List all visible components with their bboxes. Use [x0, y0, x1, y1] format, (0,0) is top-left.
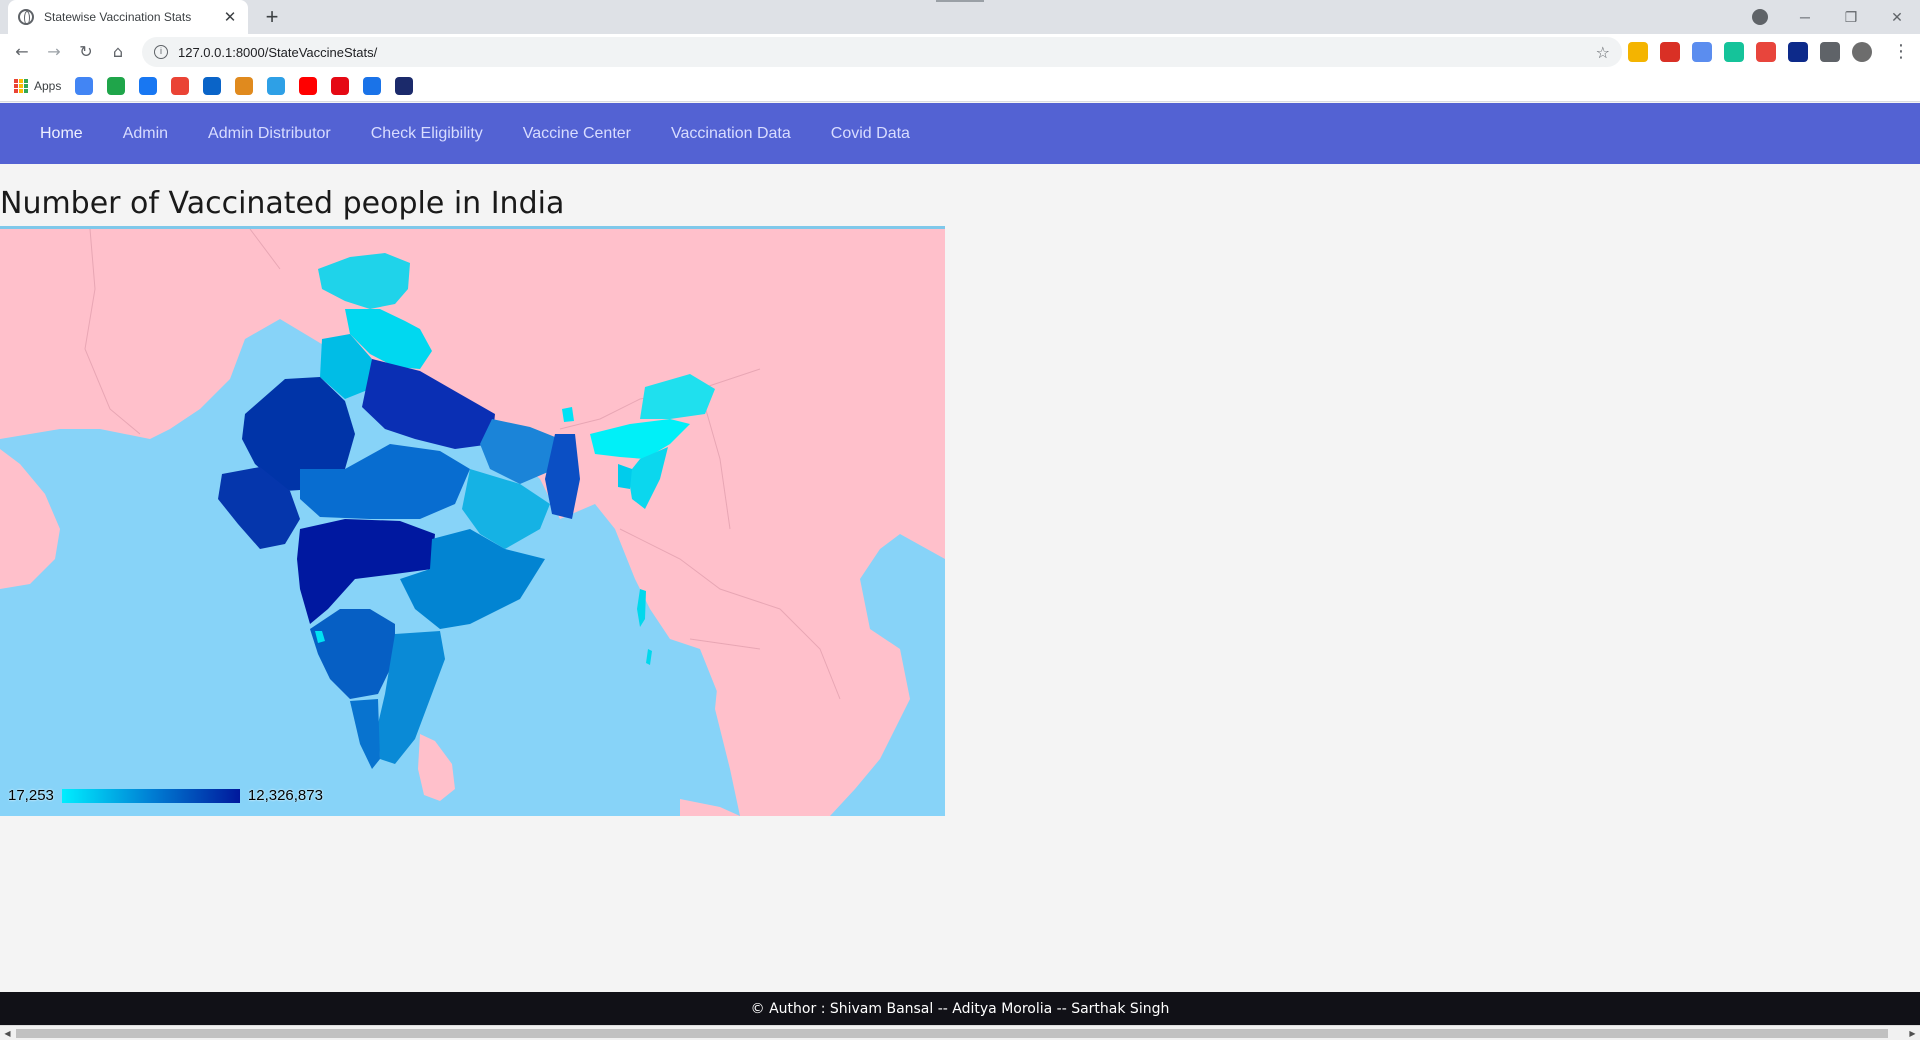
restore-icon[interactable]: ❐	[1844, 8, 1858, 25]
tab-search-icon[interactable]	[1752, 9, 1768, 25]
green-app-icon[interactable]	[107, 76, 126, 95]
back-icon[interactable]: ←	[15, 42, 29, 61]
tab-strip: Statewise Vaccination Stats ✕ + ─ ❐ ✕	[0, 0, 1920, 34]
nav-home[interactable]: Home	[40, 124, 83, 142]
andaman-islands[interactable]	[637, 589, 652, 665]
google-icon[interactable]	[75, 76, 94, 95]
state-tripura-mizoram[interactable]	[618, 464, 632, 489]
scrollbar-thumb[interactable]	[16, 1029, 1888, 1038]
state-maharashtra[interactable]	[297, 519, 435, 624]
state-madhya-pradesh[interactable]	[300, 444, 470, 519]
browser-menu-icon[interactable]: ⋮	[1892, 41, 1910, 62]
title-divider	[0, 226, 945, 229]
extensions-bar	[1628, 42, 1872, 62]
border-lines	[84, 229, 841, 700]
state-himachal-uttarakhand[interactable]	[345, 309, 432, 369]
pocket-icon[interactable]	[267, 76, 286, 95]
state-bihar-jharkhand[interactable]	[480, 419, 560, 484]
state-rajasthan[interactable]	[242, 377, 355, 491]
home-icon[interactable]: ⌂	[112, 42, 124, 61]
horizontal-scrollbar[interactable]: ◀ ▶	[0, 1025, 1920, 1040]
bookmark-star-icon[interactable]: ☆	[1595, 42, 1610, 62]
state-northeast-south[interactable]	[628, 447, 668, 509]
bookmarks-bar: Apps	[0, 70, 1920, 102]
land-southeast-asia	[715, 659, 800, 816]
avatar[interactable]	[1852, 42, 1872, 62]
nav-admin-distributor[interactable]: Admin Distributor	[208, 124, 331, 142]
page-title: Number of Vaccinated people in India	[0, 186, 565, 221]
outlook-icon[interactable]	[203, 76, 222, 95]
nav-covid-data[interactable]: Covid Data	[830, 124, 910, 142]
state-karnataka[interactable]	[310, 609, 395, 699]
legend-min-value: 17,253	[8, 787, 54, 804]
state-tamil-nadu[interactable]	[378, 631, 445, 764]
page-footer: © Author : Shivam Bansal -- Aditya Morol…	[0, 992, 1920, 1025]
window-controls: ─ ❐ ✕	[1782, 0, 1920, 34]
footer-credits: © Author : Shivam Bansal -- Aditya Morol…	[750, 1000, 1170, 1017]
state-assam-meghalaya[interactable]	[590, 419, 690, 459]
apps-bookmark-label[interactable]: Apps	[34, 78, 62, 93]
state-goa[interactable]	[315, 631, 325, 643]
close-window-icon[interactable]: ✕	[1891, 8, 1903, 25]
netflix-icon[interactable]	[331, 76, 350, 95]
land-north	[0, 229, 945, 816]
site-navbar: Home Admin Admin Distributor Check Eligi…	[0, 103, 1920, 164]
moneyhub-icon[interactable]	[235, 76, 254, 95]
bh-icon[interactable]	[395, 76, 414, 95]
tab-title: Statewise Vaccination Stats	[44, 10, 192, 24]
map-legend: 17,253 12,326,873	[8, 787, 323, 804]
browser-tab[interactable]: Statewise Vaccination Stats ✕	[8, 0, 248, 34]
state-west-bengal[interactable]	[545, 434, 580, 519]
legend-max-value: 12,326,873	[247, 787, 323, 804]
red-extension-icon[interactable]	[1660, 42, 1680, 62]
land-bottom-edge	[680, 799, 740, 816]
nav-check-eligibility[interactable]: Check Eligibility	[370, 124, 483, 142]
nav-vaccine-center[interactable]: Vaccine Center	[522, 124, 631, 142]
land-west-peninsula	[0, 449, 60, 589]
youtube-icon[interactable]	[299, 76, 318, 95]
state-jammu-kashmir[interactable]	[318, 253, 410, 309]
vaccination-map[interactable]: 17,253 12,326,873	[0, 229, 945, 816]
land-sri-lanka	[418, 734, 455, 801]
blue-extension-icon[interactable]	[1692, 42, 1712, 62]
tab-close-icon[interactable]: ✕	[223, 9, 237, 26]
address-bar[interactable]: i 127.0.0.1:8000/StateVaccineStats/ ☆	[142, 37, 1622, 67]
globe-icon	[18, 9, 34, 25]
gmail-icon[interactable]	[171, 76, 190, 95]
site-info-icon[interactable]: i	[154, 45, 168, 59]
scroll-right-icon[interactable]: ▶	[1909, 1029, 1916, 1038]
url-text[interactable]: 127.0.0.1:8000/StateVaccineStats/	[178, 44, 378, 60]
state-arunachal[interactable]	[640, 374, 715, 419]
hp-extension-icon[interactable]	[1788, 42, 1808, 62]
facebook-icon[interactable]	[139, 76, 158, 95]
play-icon[interactable]	[363, 76, 382, 95]
new-tab-button[interactable]: +	[265, 4, 279, 29]
forward-icon[interactable]: →	[47, 42, 61, 61]
tp-extension-icon[interactable]	[1756, 42, 1776, 62]
scroll-left-icon[interactable]: ◀	[4, 1029, 11, 1038]
state-gujarat[interactable]	[218, 467, 300, 549]
window-drag-handle[interactable]	[936, 0, 984, 2]
state-punjab-haryana[interactable]	[320, 334, 372, 399]
state-kerala[interactable]	[350, 699, 380, 769]
india-choropleth-svg[interactable]	[0, 229, 945, 816]
state-telangana-andhra[interactable]	[400, 529, 545, 629]
state-uttar-pradesh[interactable]	[362, 359, 495, 449]
state-chhattisgarh-odisha[interactable]	[462, 469, 550, 549]
nav-admin[interactable]: Admin	[122, 124, 169, 142]
bars-extension-icon[interactable]	[1628, 42, 1648, 62]
legend-color-scale	[61, 788, 240, 803]
apps-grid-icon[interactable]	[14, 78, 28, 93]
minimize-icon[interactable]: ─	[1800, 9, 1810, 25]
state-sikkim[interactable]	[562, 407, 574, 422]
nav-vaccination-data[interactable]: Vaccination Data	[671, 124, 791, 142]
grammarly-icon[interactable]	[1724, 42, 1744, 62]
puzzle-icon[interactable]	[1820, 42, 1840, 62]
browser-toolbar: ← → ↻ ⌂ i 127.0.0.1:8000/StateVaccineSta…	[0, 34, 1920, 70]
reload-icon[interactable]: ↻	[79, 42, 93, 61]
